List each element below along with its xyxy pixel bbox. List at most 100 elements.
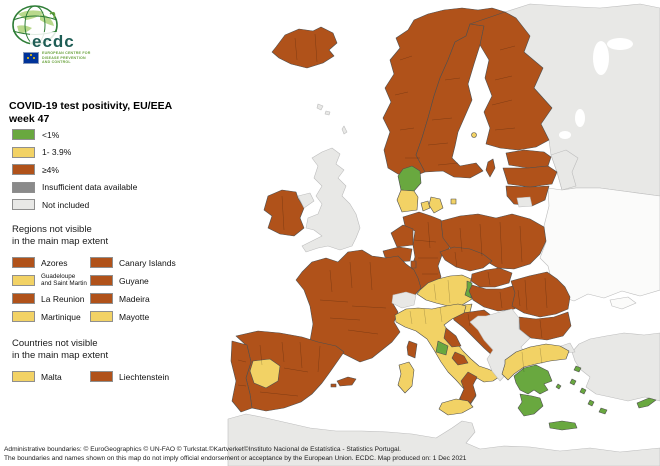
region-aland [471,132,477,138]
eu-flag-icon [23,52,39,64]
region-finland [469,11,553,151]
region-sicily [438,398,474,416]
region-shetland [341,125,348,135]
label-guadeloupe: Guadeloupe and Saint Martin [41,272,87,287]
region-denmark-funen [420,200,431,212]
label-martinique: Martinique [41,311,81,322]
region-aegean-islands [555,365,608,415]
regions-row: La Reunion Madeira [12,293,227,305]
map-title: COVID-19 test positivity, EU/EEA week 47 [9,100,239,126]
ecdc-logo: ecdc EUROPEAN CENTRE FOR DISEASE PREVENT… [10,4,120,66]
region-romania [510,271,571,318]
footer-line1: Administrative boundaries: © EuroGeograp… [4,446,401,453]
region-gotland [485,158,496,178]
region-faroe-islands [316,103,331,116]
swatch-madeira [90,293,113,305]
map-title-line1: COVID-19 test positivity, EU/EEA [9,100,173,112]
legend-swatch-not-included [12,199,35,210]
region-great-britain [301,147,361,253]
region-corsica [406,340,418,359]
swatch-guadeloupe [12,275,35,287]
legend-row: Not included [12,199,137,210]
swatch-malta [12,371,35,383]
region-sardinia [397,361,415,394]
region-ireland [263,189,305,237]
countries-not-visible-section: Countries not visible in the main map ex… [12,338,227,389]
swatch-guyane [90,275,113,287]
region-crimea [609,296,637,310]
legend-row: Insufficient data available [12,181,138,193]
swatch-liechtenstein [90,371,113,383]
legend-row: <1% [12,129,137,140]
region-luxembourg [410,260,417,269]
countries-section-title: Countries not visible in the main map ex… [12,338,109,362]
region-russia-pskov [550,149,579,191]
region-extremadura [249,358,281,389]
swatch-martinique [12,311,35,323]
label-canary-islands: Canary Islands [119,257,176,268]
region-north-africa [227,413,660,466]
region-denmark-bornholm [450,198,457,205]
label-la-reunion: La Reunion [41,293,85,304]
ecdc-org-text: EUROPEAN CENTRE FOR DISEASE PREVENTION A… [42,51,91,65]
region-molise [451,351,469,366]
label-azores: Azores [41,257,68,268]
legend-label: Not included [42,199,90,210]
legend-label: ≥4% [42,164,59,175]
region-czechia [439,246,493,272]
region-iceland [271,26,338,69]
region-crete [548,420,578,431]
legend-swatch-mid [12,146,35,158]
legend-swatch-ge4 [12,164,35,175]
legend-label: Insufficient data available [42,182,138,192]
swatch-la-reunion [12,293,35,305]
region-turkey [571,332,660,402]
legend-row: ≥4% [12,164,137,175]
region-latvia [502,165,558,188]
region-peloponnese [517,393,544,417]
white-sea-arm [607,38,633,50]
lake-ladoga [559,131,571,139]
region-sweden [415,23,485,179]
region-slovakia [470,267,513,288]
swatch-canary-islands [90,257,113,269]
label-malta: Malta [41,371,62,382]
region-belarus-ukraine [539,187,660,302]
countries-rows: Malta Liechtenstein [12,371,227,383]
region-balearics [330,376,357,388]
legend: <1% 1- 3.9% ≥4% Insufficient data availa… [12,129,137,217]
internal-region-borders [237,33,548,397]
countries-row: Malta Liechtenstein [12,371,227,383]
region-estonia [505,149,552,169]
footer-note: Administrative boundaries: © EuroGeograp… [4,446,564,464]
regions-row: Guadeloupe and Saint Martin Guyane [12,272,227,287]
label-mayotte: Mayotte [119,311,150,322]
regions-rows: Azores Canary Islands Guadeloupe and Sai… [12,257,227,323]
swatch-mayotte [90,311,113,323]
legend-swatch-insufficient [12,181,35,193]
region-cyprus [636,397,657,409]
region-netherlands [390,224,414,248]
map-title-line2: week 47 [9,113,50,126]
region-greece-south [513,364,553,395]
ecdc-wordmark: ecdc [30,32,77,52]
region-denmark-zealand [428,196,444,214]
region-umbria [435,340,449,356]
legend-label: 1- 3.9% [42,147,72,157]
legend-label: <1% [42,129,60,140]
legend-row: 1- 3.9% [12,146,137,158]
region-denmark-south [396,189,419,213]
lake-onega [575,109,585,127]
region-switzerland [391,291,417,309]
regions-row: Martinique Mayotte [12,311,227,323]
region-kaliningrad [516,196,533,208]
regions-section-title: Regions not visible in the main map exte… [12,224,109,248]
regions-not-visible-section: Regions not visible in the main map exte… [12,224,227,329]
regions-row: Azores Canary Islands [12,257,227,269]
footer-line2: The boundaries and names shown on this m… [4,454,467,462]
label-guyane: Guyane [119,275,149,286]
region-greece-north [501,343,570,381]
white-sea [593,41,609,75]
